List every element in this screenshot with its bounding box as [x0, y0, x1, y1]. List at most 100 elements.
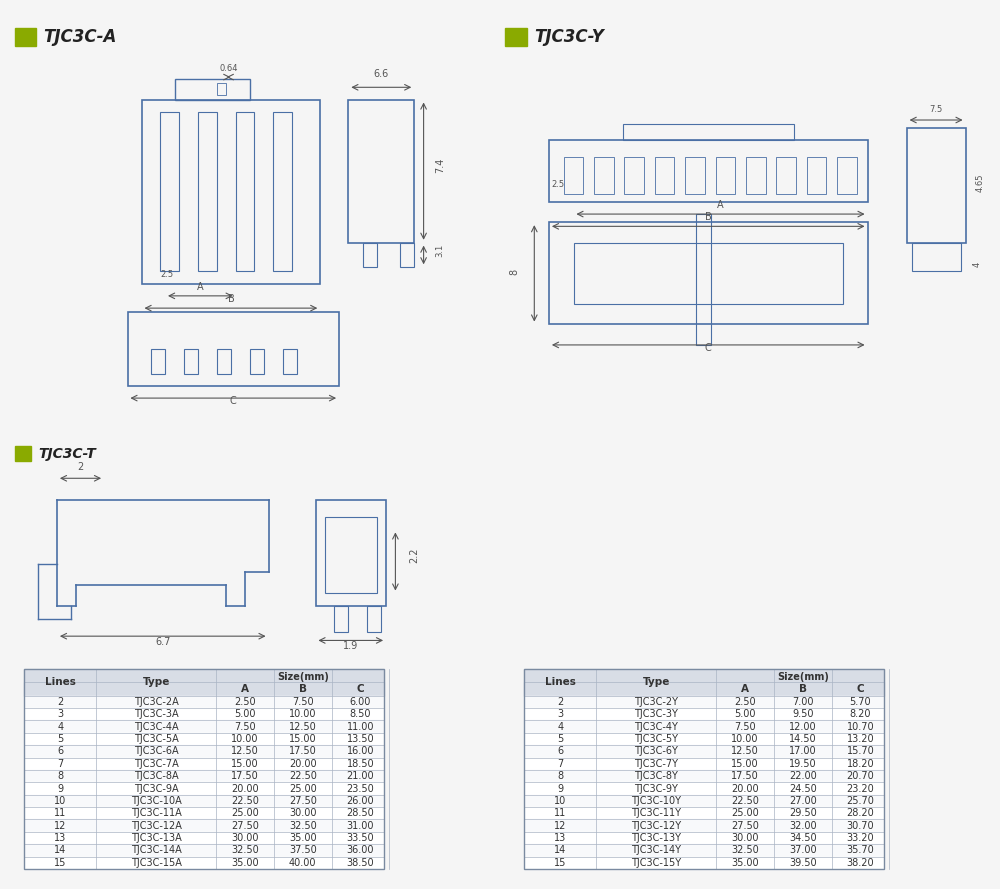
Bar	[236, 112, 254, 271]
Text: 30.00: 30.00	[731, 833, 759, 843]
Text: 23.20: 23.20	[847, 783, 874, 794]
Bar	[524, 757, 884, 770]
Text: TJC3C-2A: TJC3C-2A	[134, 697, 179, 707]
Text: TJC3C-5A: TJC3C-5A	[134, 734, 179, 744]
Text: 4.65: 4.65	[975, 173, 984, 191]
Text: C: C	[357, 684, 364, 694]
Bar	[24, 720, 384, 733]
Text: 4: 4	[57, 722, 63, 732]
Text: TJC3C-Y: TJC3C-Y	[534, 28, 604, 46]
Text: 38.20: 38.20	[847, 858, 874, 868]
Bar	[564, 156, 583, 194]
Text: A: A	[741, 684, 749, 694]
Text: TJC3C-T: TJC3C-T	[38, 447, 96, 461]
Text: 17.00: 17.00	[789, 747, 817, 757]
Text: 11.00: 11.00	[347, 722, 374, 732]
Text: 4: 4	[973, 262, 982, 268]
Bar	[746, 156, 766, 194]
Text: 2.2: 2.2	[409, 548, 419, 564]
Bar	[594, 156, 614, 194]
Text: C: C	[705, 343, 712, 353]
Text: 8: 8	[57, 771, 63, 781]
Bar	[24, 820, 384, 832]
Text: TJC3C-4Y: TJC3C-4Y	[634, 722, 678, 732]
Bar	[325, 517, 377, 594]
Text: 6.7: 6.7	[155, 637, 170, 646]
Text: A: A	[717, 200, 724, 210]
Text: 30.70: 30.70	[847, 821, 874, 830]
Bar	[24, 845, 384, 857]
Bar	[362, 243, 377, 268]
Text: Size(mm): Size(mm)	[277, 672, 329, 682]
Text: TJC3C-8Y: TJC3C-8Y	[634, 771, 678, 781]
Text: 19.50: 19.50	[789, 758, 817, 769]
Bar	[622, 124, 794, 140]
Bar	[24, 708, 384, 720]
Text: 7.50: 7.50	[234, 722, 256, 732]
Text: 36.00: 36.00	[347, 845, 374, 855]
Text: 3: 3	[57, 709, 63, 719]
Bar	[524, 807, 884, 820]
Text: 33.20: 33.20	[847, 833, 874, 843]
Text: 15.00: 15.00	[731, 758, 759, 769]
Text: 10.00: 10.00	[231, 734, 259, 744]
Bar	[24, 745, 384, 757]
Bar	[24, 832, 384, 845]
Bar	[696, 214, 711, 345]
Text: 2.5: 2.5	[551, 180, 565, 189]
Text: 21.00: 21.00	[347, 771, 374, 781]
Text: B: B	[228, 294, 234, 304]
Bar	[549, 222, 868, 324]
Text: B: B	[799, 684, 807, 694]
Text: TJC3C-8A: TJC3C-8A	[134, 771, 179, 781]
Text: 7: 7	[557, 758, 564, 769]
Text: A: A	[241, 684, 249, 694]
Text: 6.00: 6.00	[350, 697, 371, 707]
Text: 7: 7	[57, 758, 64, 769]
Text: TJC3C-13A: TJC3C-13A	[131, 833, 182, 843]
Text: 32.50: 32.50	[731, 845, 759, 855]
Text: 32.50: 32.50	[289, 821, 317, 830]
Text: TJC3C-10A: TJC3C-10A	[131, 796, 182, 806]
Bar	[685, 156, 705, 194]
Text: TJC3C-14A: TJC3C-14A	[131, 845, 182, 855]
Text: 3.1: 3.1	[436, 244, 445, 257]
Bar	[217, 349, 231, 373]
Bar	[624, 156, 644, 194]
Bar	[912, 243, 961, 271]
Text: 20.00: 20.00	[289, 758, 317, 769]
Text: 15.00: 15.00	[231, 758, 259, 769]
Text: TJC3C-13Y: TJC3C-13Y	[631, 833, 681, 843]
Bar	[24, 669, 384, 695]
Text: 25.70: 25.70	[846, 796, 874, 806]
Text: 9.50: 9.50	[792, 709, 814, 719]
Bar	[24, 757, 384, 770]
Text: 10.00: 10.00	[731, 734, 759, 744]
Bar	[24, 695, 384, 708]
Bar	[524, 795, 884, 807]
Bar	[524, 669, 884, 695]
Text: 14: 14	[54, 845, 67, 855]
Text: 3: 3	[557, 709, 563, 719]
Text: 2.5: 2.5	[160, 270, 174, 279]
Text: A: A	[197, 282, 204, 292]
Text: 5: 5	[57, 734, 64, 744]
Text: 5.70: 5.70	[850, 697, 871, 707]
Text: 38.50: 38.50	[347, 858, 374, 868]
Bar	[524, 708, 884, 720]
Bar	[524, 669, 884, 869]
Text: 34.50: 34.50	[789, 833, 817, 843]
Text: 6: 6	[57, 747, 63, 757]
Text: 22.00: 22.00	[789, 771, 817, 781]
Text: 6.6: 6.6	[374, 69, 389, 79]
Text: B: B	[299, 684, 307, 694]
Text: 5: 5	[557, 734, 564, 744]
Text: 39.50: 39.50	[789, 858, 817, 868]
Text: 2: 2	[57, 697, 64, 707]
Text: 35.00: 35.00	[731, 858, 759, 868]
Text: 13.50: 13.50	[347, 734, 374, 744]
Text: TJC3C-11A: TJC3C-11A	[131, 808, 182, 818]
Text: 2: 2	[557, 697, 564, 707]
Text: 6: 6	[557, 747, 563, 757]
Text: 7.50: 7.50	[292, 697, 314, 707]
